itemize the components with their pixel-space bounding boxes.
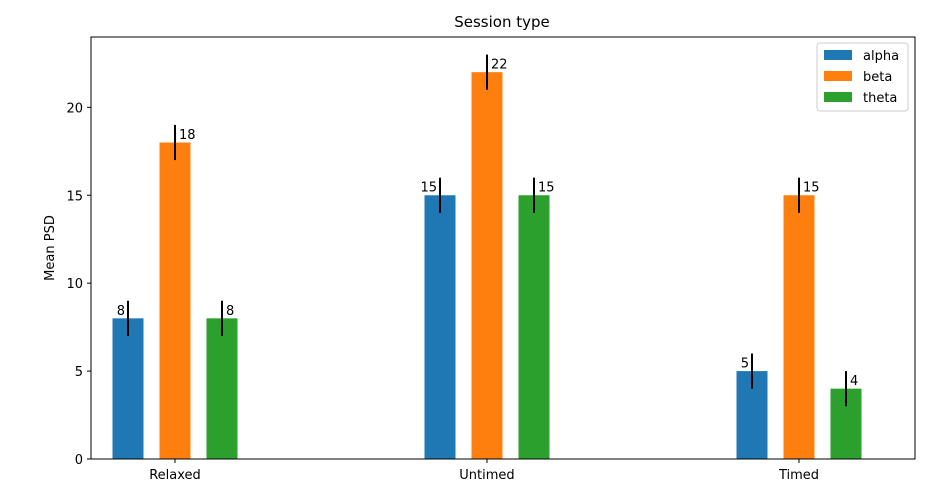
bars-layer: 8 15 5 18 22 15 8 15 4	[112, 54, 862, 460]
x-tick-label: Untimed	[459, 468, 514, 483]
legend: alpha beta theta	[816, 42, 909, 112]
y-axis-label: Mean PSD	[43, 215, 58, 281]
plot-frame	[90, 36, 916, 460]
y-tick-label: 15	[66, 189, 83, 204]
bar-theta-relaxed	[206, 318, 238, 459]
bar-value-label: 18	[179, 128, 196, 143]
bar-beta-untimed	[471, 72, 503, 460]
y-tick-label: 20	[66, 101, 83, 116]
y-tick-label: 10	[66, 277, 83, 292]
bar-value-label: 8	[117, 304, 125, 319]
bar-value-label: 5	[741, 357, 749, 372]
bar-value-label: 15	[538, 181, 555, 196]
bar-value-label: 22	[491, 58, 508, 73]
axes-layer: 0 5 10 15 20 Relaxed Untimed Timed	[66, 36, 916, 483]
y-tick-label: 0	[75, 453, 83, 468]
bar-beta-timed	[783, 195, 815, 459]
legend-swatch-beta	[824, 71, 852, 81]
legend-label-alpha: alpha	[863, 49, 899, 64]
y-tick-label: 5	[75, 365, 83, 380]
bar-value-label: 8	[226, 304, 234, 319]
x-tick-label: Timed	[778, 468, 819, 483]
chart-title: Session type	[454, 13, 550, 31]
bar-value-label: 4	[850, 374, 858, 389]
bar-alpha-relaxed	[112, 318, 144, 459]
legend-swatch-theta	[824, 92, 852, 102]
bar-beta-relaxed	[159, 142, 191, 459]
bar-value-label: 15	[420, 181, 437, 196]
legend-label-theta: theta	[863, 91, 897, 106]
legend-swatch-alpha	[824, 50, 852, 60]
bar-theta-untimed	[518, 195, 550, 459]
bar-alpha-untimed	[424, 195, 456, 459]
x-tick-label: Relaxed	[149, 468, 201, 483]
legend-label-beta: beta	[863, 70, 892, 85]
bar-value-label: 15	[803, 181, 820, 196]
